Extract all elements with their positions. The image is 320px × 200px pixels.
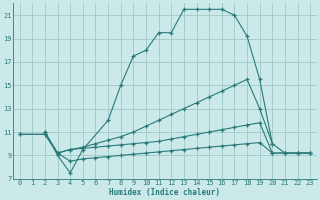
X-axis label: Humidex (Indice chaleur): Humidex (Indice chaleur) [109,188,220,197]
